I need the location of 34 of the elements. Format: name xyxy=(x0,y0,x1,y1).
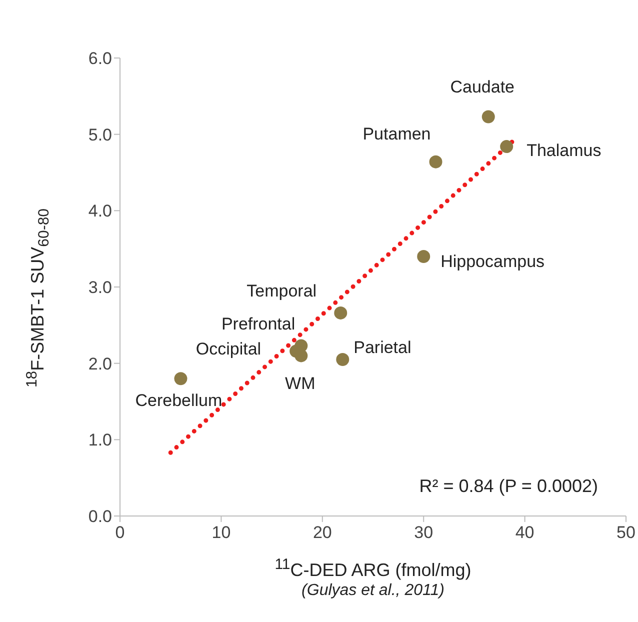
text: (Gulyas et al., 2011) xyxy=(300,582,446,600)
x-tick-label: 30 xyxy=(414,523,434,542)
x-tick-label: 20 xyxy=(312,523,332,542)
x-tick-label: 10 xyxy=(212,523,231,542)
y-tick-label: 5.0 xyxy=(88,125,112,144)
point xyxy=(417,250,430,263)
y-tick-label: 6.0 xyxy=(88,49,112,68)
annotation: R² = 0.84 (P = 0.0002) xyxy=(419,476,598,497)
point xyxy=(334,306,348,320)
data-label: Prefrontal xyxy=(221,314,296,334)
data-label: Putamen xyxy=(362,124,431,144)
point xyxy=(174,372,188,386)
y-tick-label: 4.0 xyxy=(88,202,112,221)
x-tick-label: 50 xyxy=(616,523,636,542)
y-tick-label: 1.0 xyxy=(88,430,112,450)
point xyxy=(294,349,308,362)
point xyxy=(429,155,442,168)
data-label: Caudate xyxy=(450,77,515,96)
data-label: Parietal xyxy=(354,338,412,358)
point xyxy=(336,353,350,366)
x-tick-label: 0 xyxy=(115,523,125,542)
point xyxy=(500,140,514,154)
point xyxy=(482,110,495,124)
data-label: Occipital xyxy=(196,340,262,359)
data-label: WM xyxy=(285,374,316,394)
y-tick-label: 3.0 xyxy=(88,278,112,298)
y-tick-label: 2.0 xyxy=(88,354,112,374)
data-label: Thalamus xyxy=(526,141,602,160)
y-tick-label: 0.0 xyxy=(88,507,112,526)
data-label: Temporal xyxy=(246,281,317,300)
data-label: Hippocampus xyxy=(440,252,545,271)
x-tick-label: 40 xyxy=(515,523,534,542)
data-label: Cerebellum xyxy=(135,391,222,410)
x-axis-title: $^{11}$C-DED ARG (fmol/mg) xyxy=(274,556,472,581)
